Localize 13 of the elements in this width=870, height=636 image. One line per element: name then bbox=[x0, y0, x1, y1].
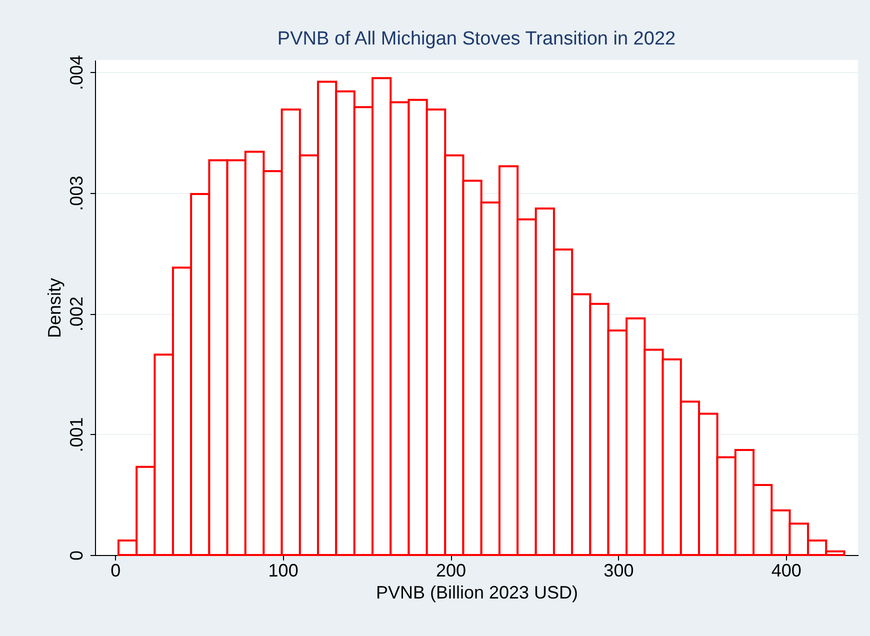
x-tick-label: 0 bbox=[110, 560, 121, 580]
y-axis-title: Density bbox=[44, 278, 64, 338]
y-tick-label: .002 bbox=[66, 296, 86, 332]
x-tick-label: 400 bbox=[771, 560, 802, 580]
y-tick-label: .001 bbox=[66, 417, 86, 452]
y-tick-label: .003 bbox=[66, 176, 86, 211]
y-tick-label: 0 bbox=[66, 550, 86, 561]
chart-title: PVNB of All Michigan Stoves Transition in 2022 bbox=[277, 28, 676, 50]
y-tick-label: .004 bbox=[66, 55, 86, 90]
x-tick-label: 300 bbox=[604, 560, 634, 580]
x-tick-label: 100 bbox=[268, 560, 298, 580]
x-axis-title: PVNB (Billion 2023 USD) bbox=[376, 582, 578, 602]
x-tick-label: 200 bbox=[436, 560, 466, 580]
